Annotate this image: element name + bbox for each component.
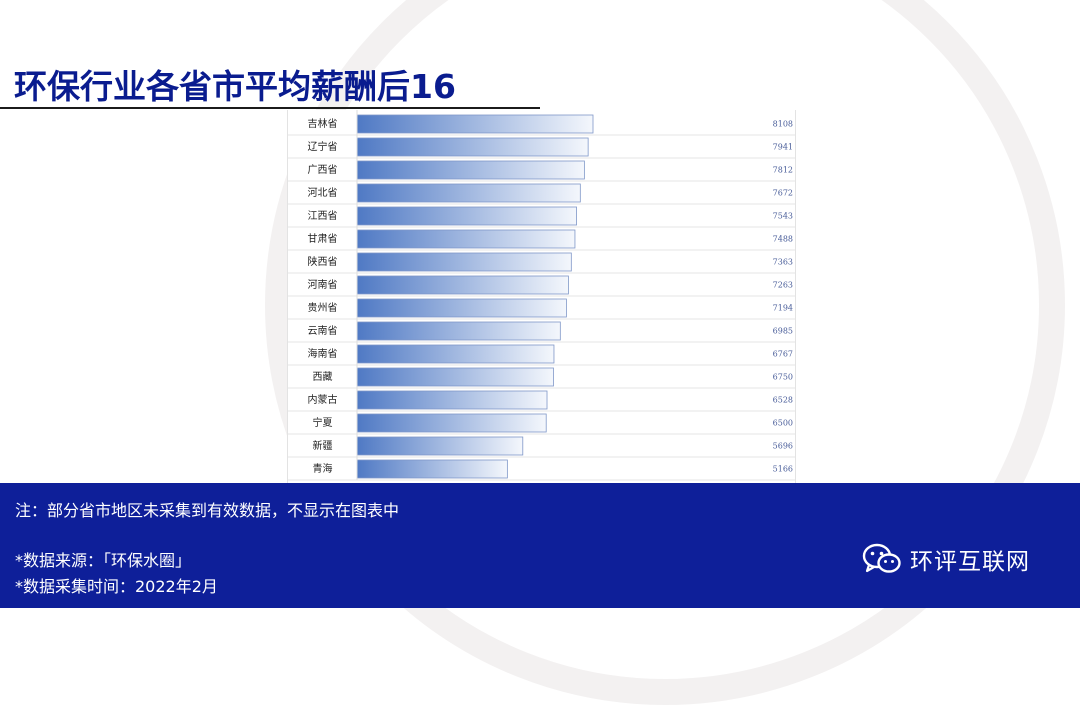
brand-name: 环评互联网 [910, 549, 1030, 575]
category-label: 吉林省 [308, 117, 338, 130]
category-label: 辽宁省 [308, 140, 338, 153]
category-label: 新疆 [313, 439, 333, 452]
category-label: 青海 [313, 462, 333, 475]
bar [356, 298, 567, 318]
value-label: 7672 [773, 189, 793, 198]
category-label: 河北省 [308, 186, 338, 199]
bar [356, 436, 524, 456]
category-label: 海南省 [308, 347, 338, 360]
category-label: 云南省 [308, 324, 338, 337]
page-title: 环保行业各省市平均薪酬后16 [14, 67, 456, 106]
category-label: 广西省 [308, 163, 338, 176]
bar-chart-panel: 吉林省 8108 辽宁省 7941 广西省 7812 河北省 7672 江西省 7543 甘肃省 74… [287, 110, 796, 484]
bar [356, 137, 589, 157]
value-label: 7941 [773, 143, 793, 152]
bar [356, 367, 554, 387]
value-label: 5166 [773, 465, 793, 474]
value-label: 5696 [773, 442, 793, 451]
footer-banner: 注：部分省市地区未采集到有效数据，不显示在图表中 *数据来源：「环保水圈」 *数… [0, 483, 1080, 608]
value-label: 6767 [773, 350, 793, 359]
value-label: 7263 [773, 281, 793, 290]
category-label: 宁夏 [313, 416, 333, 429]
bar [356, 229, 576, 249]
value-label: 6985 [773, 327, 793, 336]
data-source: *数据来源：「环保水圈」 [15, 551, 192, 570]
footer-note: 注：部分省市地区未采集到有效数据，不显示在图表中 [15, 501, 400, 520]
bar [356, 390, 548, 410]
category-label: 贵州省 [308, 301, 338, 314]
category-label: 陕西省 [308, 255, 338, 268]
value-label: 7363 [773, 258, 793, 267]
salary-bar-chart: 吉林省 8108 辽宁省 7941 广西省 7812 河北省 7672 江西省 7543 甘肃省 74… [288, 110, 795, 481]
bar [356, 321, 561, 341]
value-label: 7812 [773, 166, 793, 175]
value-label: 7543 [773, 212, 793, 221]
wechat-icon [862, 543, 901, 573]
title-underline [0, 107, 540, 109]
bar [356, 252, 572, 272]
bar [356, 413, 547, 433]
bar [356, 344, 555, 364]
bar [356, 459, 508, 479]
value-label: 6750 [773, 373, 793, 382]
value-label: 7488 [773, 235, 793, 244]
category-label: 甘肃省 [308, 232, 338, 245]
bar [356, 275, 569, 295]
bar [356, 114, 594, 134]
value-label: 6500 [773, 419, 793, 428]
value-label: 6528 [773, 396, 793, 405]
data-collection-time: *数据采集时间：2022年2月 [15, 577, 218, 596]
category-label: 内蒙古 [308, 393, 338, 406]
bar [356, 206, 577, 226]
brand-mark: 环评互联网 [862, 542, 1030, 576]
value-label: 7194 [773, 304, 793, 313]
bar [356, 160, 585, 180]
category-label: 西藏 [313, 371, 333, 383]
category-label: 河南省 [308, 278, 338, 291]
category-label: 江西省 [308, 209, 338, 222]
value-label: 8108 [773, 120, 793, 129]
bar [356, 183, 581, 203]
